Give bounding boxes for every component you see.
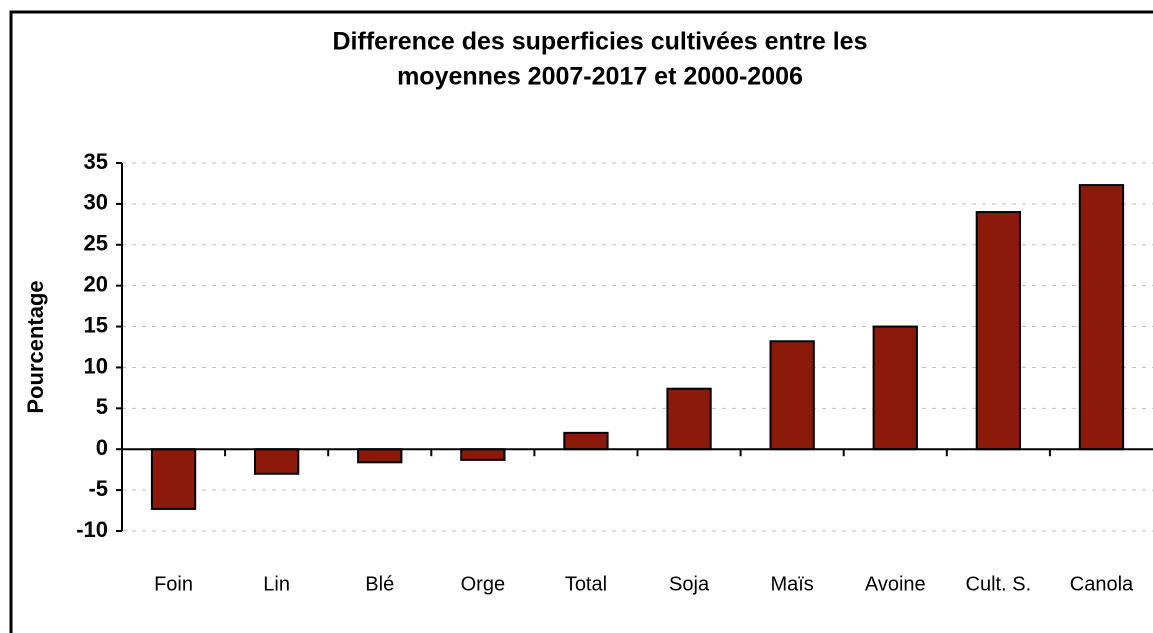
y-tick-label: 15 xyxy=(84,312,108,337)
bar xyxy=(1078,184,1125,451)
bar xyxy=(975,211,1022,451)
bar xyxy=(769,340,815,451)
bar xyxy=(357,448,403,464)
y-tick-label: 0 xyxy=(96,435,108,460)
x-tick-label: Avoine xyxy=(865,573,926,595)
x-tick-label: Soja xyxy=(669,573,710,595)
x-tick-label: Orge xyxy=(461,573,505,595)
x-tick-label: Lin xyxy=(263,573,290,595)
y-tick-label: -10 xyxy=(76,517,108,542)
y-tick-label: -5 xyxy=(88,476,108,501)
y-tick-label: 35 xyxy=(84,149,108,174)
chart-title: Difference des superficies cultivées ent… xyxy=(333,28,868,56)
x-tick-label: Maïs xyxy=(770,573,813,595)
y-tick-label: 5 xyxy=(96,394,108,419)
bar xyxy=(150,448,197,510)
bar xyxy=(666,387,712,451)
x-tick-label: Cult. S. xyxy=(966,573,1032,595)
y-tick-label: 20 xyxy=(84,271,108,296)
chart-title: moyennes 2007-2017 et 2000-2006 xyxy=(397,63,803,91)
y-tick-label: 10 xyxy=(84,353,108,378)
x-tick-label: Canola xyxy=(1070,573,1134,595)
y-tick-label: 25 xyxy=(84,231,108,256)
bar xyxy=(253,448,300,475)
x-tick-label: Total xyxy=(565,573,607,595)
bar xyxy=(872,325,918,451)
bar xyxy=(563,431,609,451)
chart-frame xyxy=(9,10,1153,633)
y-axis-label: Pourcentage xyxy=(23,280,48,413)
x-tick-label: Foin xyxy=(154,573,193,595)
y-tick-label: 30 xyxy=(84,190,108,215)
bar xyxy=(460,448,506,461)
x-tick-label: Blé xyxy=(365,573,394,595)
